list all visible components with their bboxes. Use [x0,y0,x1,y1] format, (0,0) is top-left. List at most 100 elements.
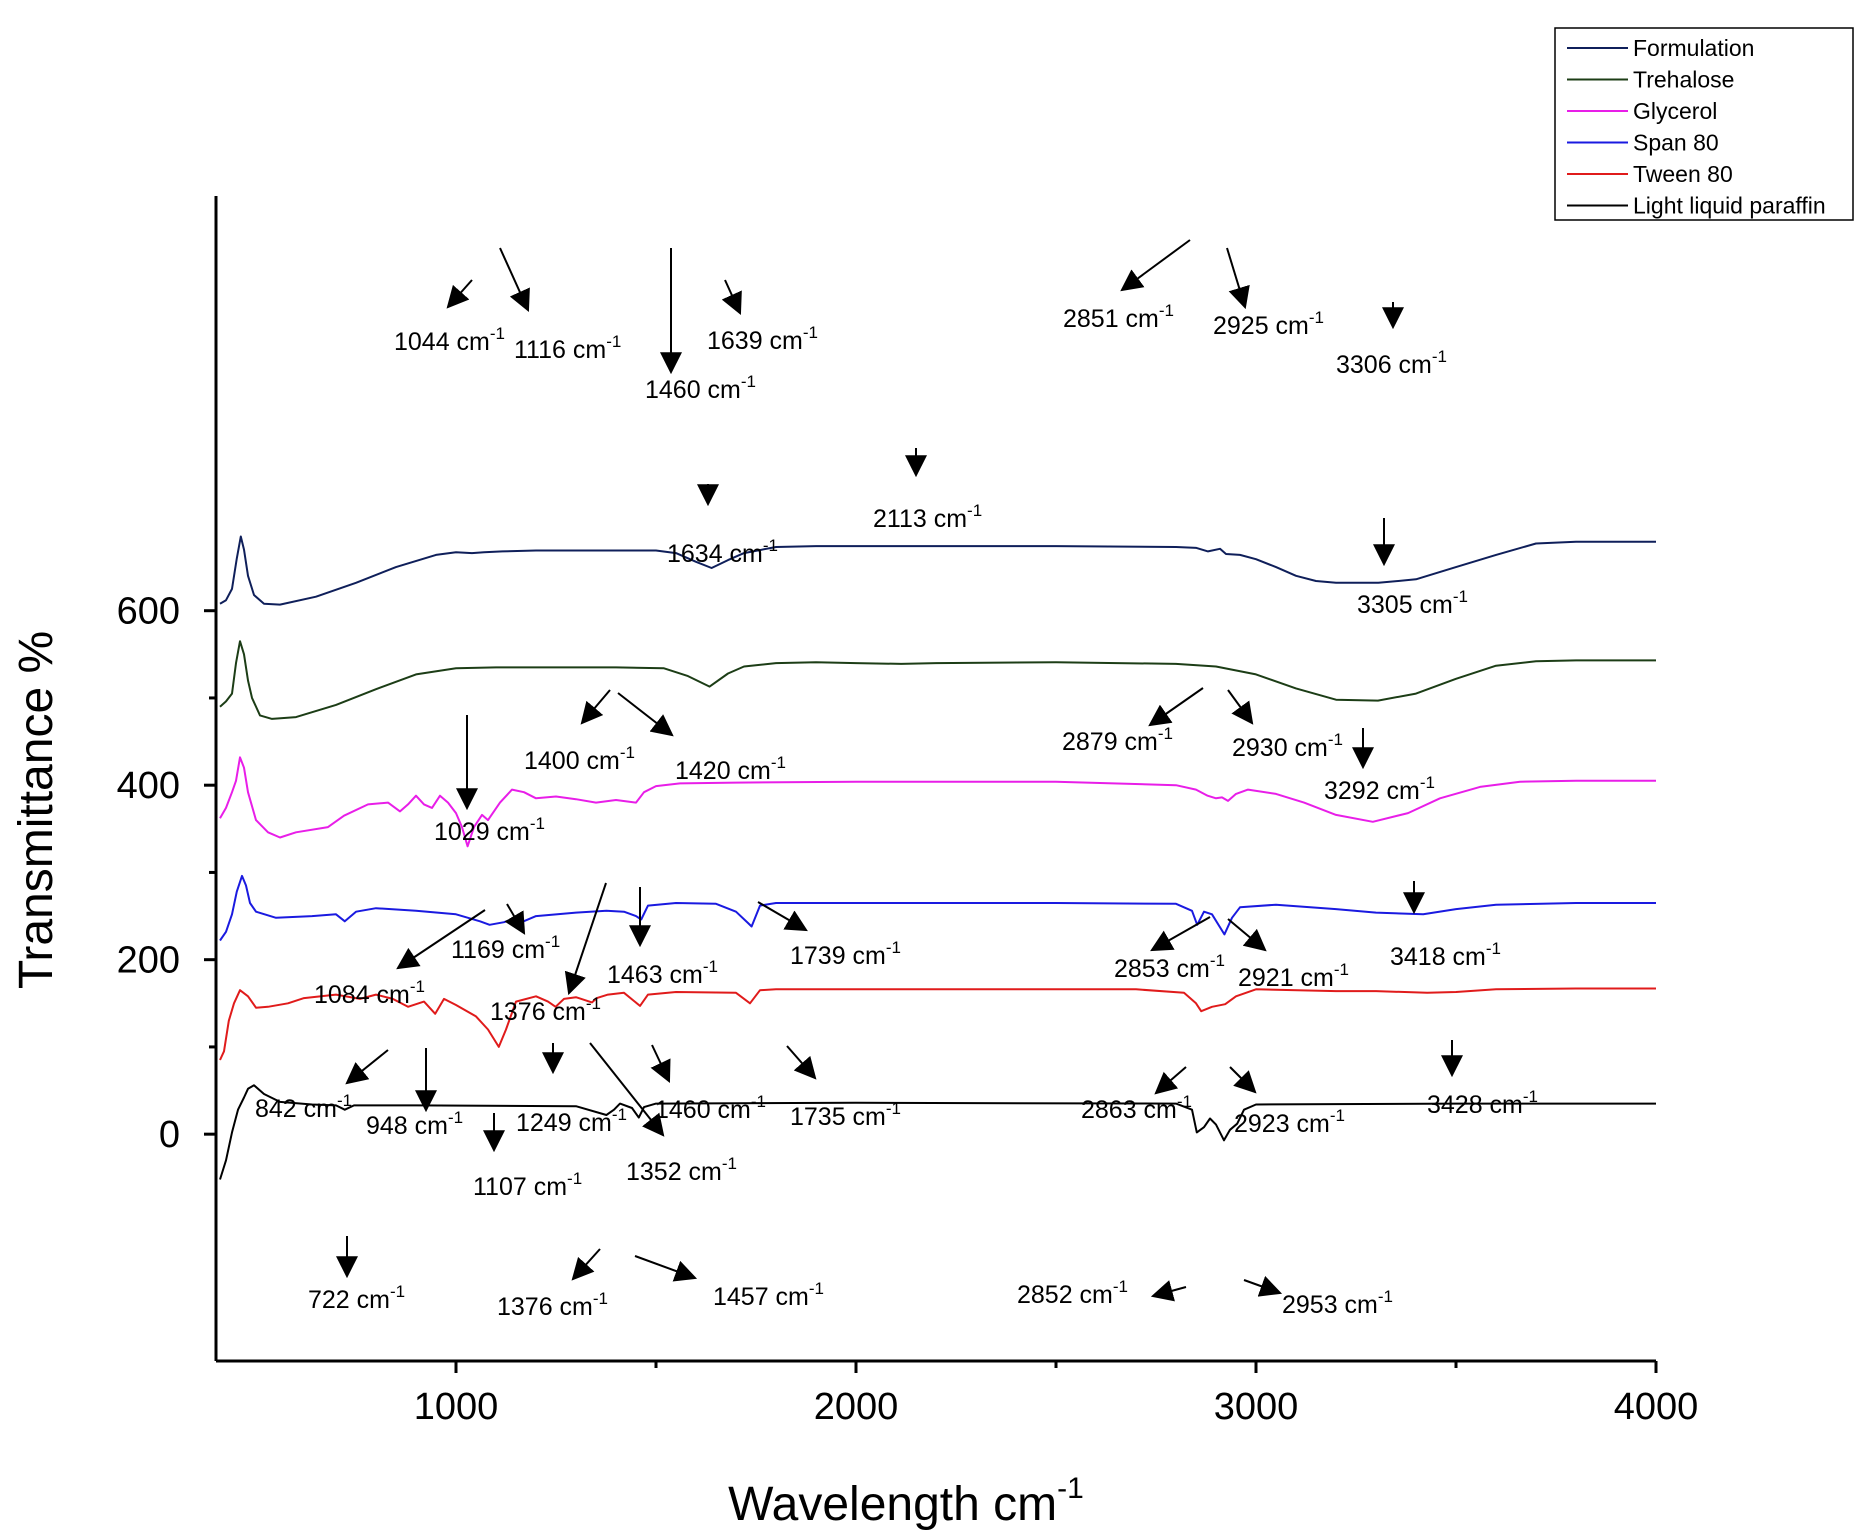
peak-label-text: 1420 cm [675,757,771,785]
peak-arrow [504,903,526,935]
x-tick-label: 2000 [814,1386,899,1428]
peak-arrow [634,1255,698,1282]
peak-label: 2863 cm-1 [1081,1092,1192,1124]
peak-label: 1169 cm-1 [451,932,560,964]
peak-label-sup: -1 [612,1105,627,1124]
peak-label-text: 1352 cm [626,1158,722,1186]
peak-label: 1460 cm-1 [655,1092,766,1124]
peak-arrow [1227,918,1267,952]
peak-label-text: 1735 cm [790,1103,886,1131]
peak-label-text: 3305 cm [1357,591,1453,619]
peak-arrow [446,279,473,309]
peak-arrow [396,909,486,970]
series-line-tween-80 [219,987,1656,1061]
peak-label-text: 1044 cm [394,328,490,356]
legend-item-label: Tween 80 [1633,161,1733,187]
peak-arrow [1227,689,1254,725]
peak-label: 2113 cm-1 [873,501,982,533]
series-line-formulation [219,535,1656,606]
peak-label-text: 1457 cm [713,1283,809,1311]
series-line-light-liquid-paraffin [219,1084,1656,1180]
peak-label-text: 2851 cm [1063,305,1159,333]
y-axis-title: Transmittance % [10,631,63,989]
peak-label-sup: -1 [620,743,635,762]
peak-label: 1634 cm-1 [667,536,778,568]
x-axis-title-text: Wavelength cm [728,1478,1057,1531]
peak-label-text: 1376 cm [490,998,586,1026]
peak-label-text: 2921 cm [1238,964,1334,992]
peak-label-sup: -1 [1113,1277,1128,1296]
peak-arrow [1120,239,1191,292]
peak-label-sup: -1 [1158,724,1173,743]
peak-label-text: 3418 cm [1390,943,1486,971]
peak-label-text: 948 cm [366,1112,448,1140]
peak-label: 3292 cm-1 [1324,773,1435,805]
peak-label: 1116 cm-1 [514,332,621,364]
legend-item-label: Trehalose [1633,67,1734,93]
peak-label: 1457 cm-1 [713,1279,824,1311]
peak-label: 2852 cm-1 [1017,1277,1128,1309]
peak-label-text: 2852 cm [1017,1281,1113,1309]
peak-label-text: 1460 cm [645,376,741,404]
peak-label-sup: -1 [1334,960,1349,979]
legend-item-label: Formulation [1633,35,1754,61]
peak-label-sup: -1 [567,1169,582,1188]
peak-label: 1739 cm-1 [790,938,901,970]
peak-label-sup: -1 [1309,308,1324,327]
peak-label-text: 3428 cm [1427,1091,1523,1119]
x-tick-label: 4000 [1614,1386,1699,1428]
peak-label-sup: -1 [741,372,756,391]
peak-label-sup: -1 [1432,347,1447,366]
peak-label-text: 1084 cm [314,981,410,1009]
peak-label-sup: -1 [1210,951,1225,970]
y-tick-label: 0 [159,1114,180,1156]
peak-arrow [721,279,742,316]
peak-label-text: 1639 cm [707,327,803,355]
legend-item-label: Glycerol [1633,98,1717,124]
peak-label-text: 2953 cm [1282,1291,1378,1319]
peak-arrow [1154,1066,1187,1095]
peak-arrow [1226,247,1250,310]
peak-arrow [1150,916,1211,952]
peak-label-sup: -1 [967,501,982,520]
peak-label-sup: -1 [1159,301,1174,320]
peak-label-sup: -1 [593,1289,608,1308]
peak-arrow [571,1248,601,1281]
peak-label: 3418 cm-1 [1390,939,1501,971]
peak-label-text: 2925 cm [1213,312,1309,340]
peak-label-sup: -1 [530,814,545,833]
peak-label-sup: -1 [586,994,601,1013]
peak-label-sup: -1 [722,1154,737,1173]
peak-label-sup: -1 [1328,730,1343,749]
peak-label: 1460 cm-1 [645,372,756,404]
peak-label-sup: -1 [703,957,718,976]
legend-box [1554,27,1854,221]
peak-label: 2853 cm-1 [1114,951,1225,983]
x-axis-title-sup: -1 [1057,1472,1084,1505]
peak-label-sup: -1 [606,332,621,351]
peak-label-sup: -1 [390,1282,405,1301]
peak-label-text: 1029 cm [434,818,530,846]
peak-label-sup: -1 [490,324,505,343]
series-lines [219,535,1656,1180]
peak-label: 1107 cm-1 [473,1169,582,1201]
peak-label-text: 3306 cm [1336,351,1432,379]
peak-label-sup: -1 [1486,939,1501,958]
peak-arrow [580,689,611,725]
peak-label-text: 1249 cm [516,1109,612,1137]
peak-label-sup: -1 [545,932,560,951]
peak-label: 1029 cm-1 [434,814,545,846]
peak-label-sup: -1 [337,1091,352,1110]
peak-label: 1352 cm-1 [626,1154,737,1186]
peak-label-sup: -1 [1523,1087,1538,1106]
x-axis-title: Wavelength cm-1 [728,1472,1084,1531]
peak-arrow [617,692,674,737]
peak-label: 2930 cm-1 [1232,730,1343,762]
peak-arrow [650,1044,671,1083]
peak-label-text: 1460 cm [655,1096,751,1124]
peak-label: 2851 cm-1 [1063,301,1174,333]
peak-label: 1376 cm-1 [497,1289,608,1321]
peak-label-sup: -1 [1453,587,1468,606]
peak-label-text: 2930 cm [1232,734,1328,762]
peak-label: 3305 cm-1 [1357,587,1468,619]
